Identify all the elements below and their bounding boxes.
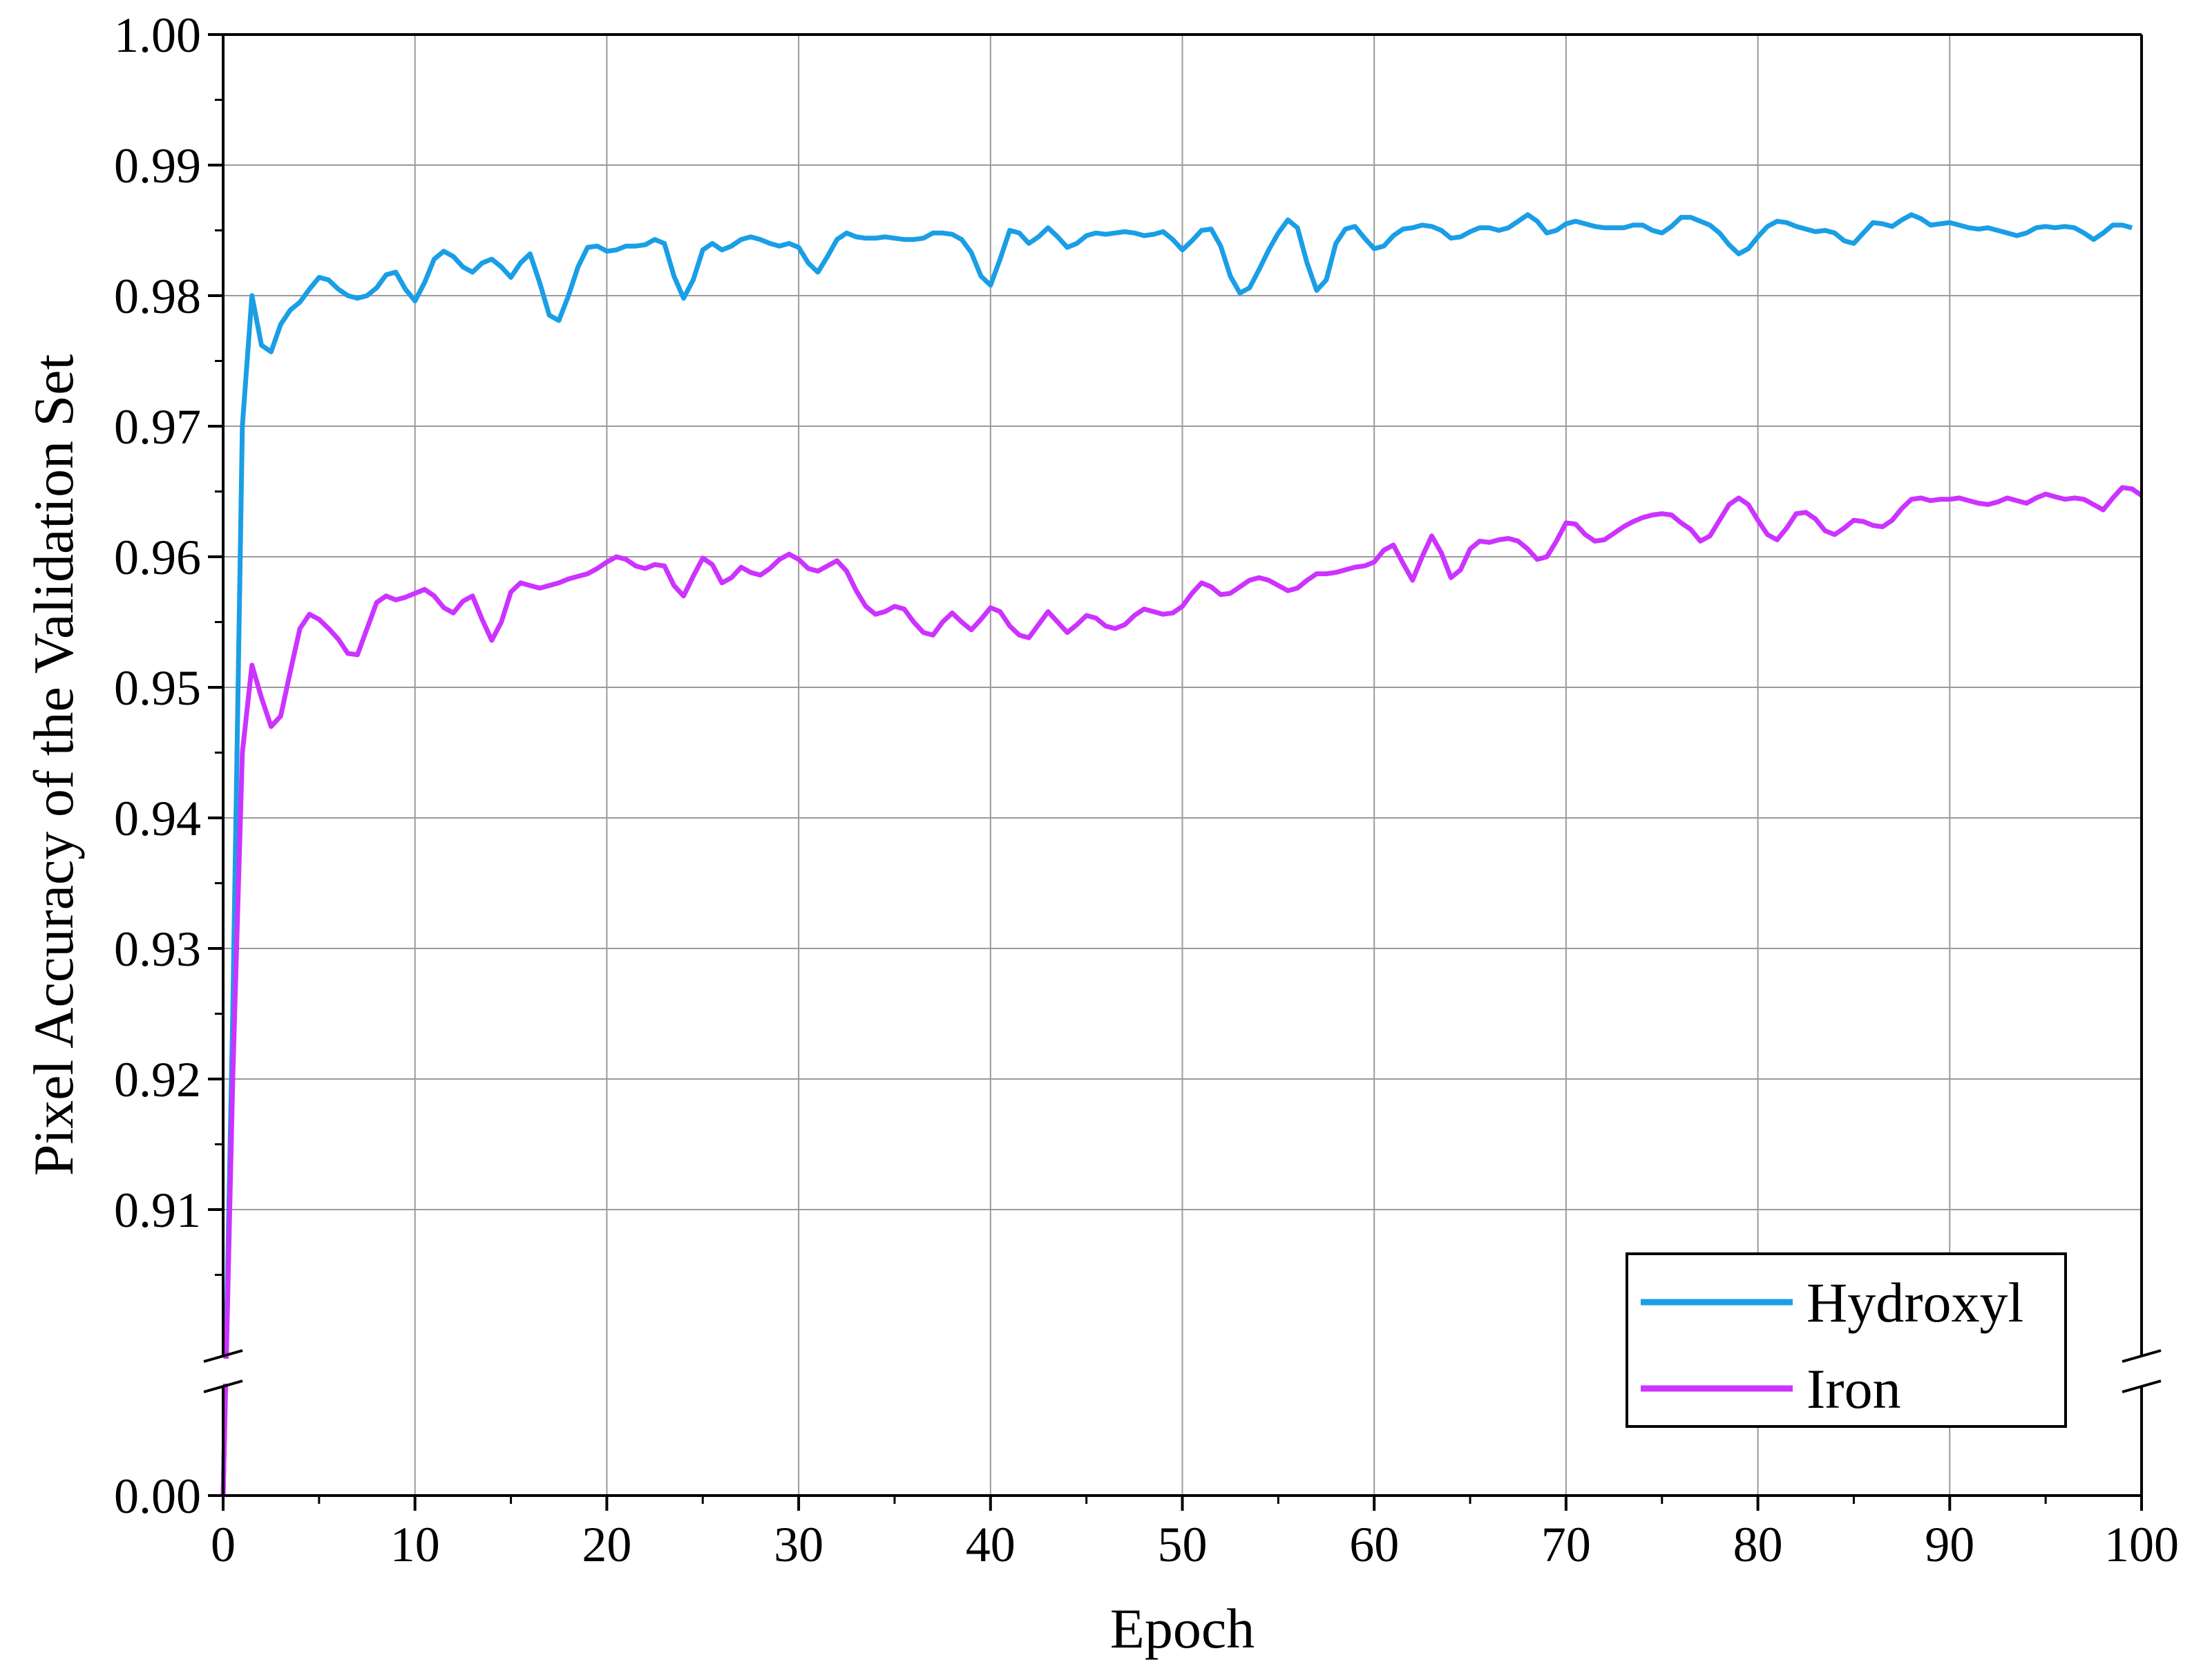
axis-break-mark-right <box>2122 1349 2162 1363</box>
grid <box>223 35 2142 1496</box>
y-tick-label: 0.96 <box>114 530 201 585</box>
y-tick-label: 0.94 <box>114 791 201 846</box>
x-tick-label: 40 <box>966 1517 1016 1572</box>
x-tick-label: 10 <box>390 1517 440 1572</box>
x-tick-label: 30 <box>774 1517 823 1572</box>
legend-box <box>1626 1252 2067 1428</box>
y-tick-label: 0.99 <box>114 138 201 193</box>
axis-ticks <box>208 33 2143 1511</box>
x-tick-label: 90 <box>1925 1517 1974 1572</box>
axis-break-mark-left <box>203 1349 243 1363</box>
legend-label-iron: Iron <box>1807 1357 1901 1420</box>
x-tick-label: 70 <box>1541 1517 1591 1572</box>
axis-break-mark-right <box>2122 1380 2162 1393</box>
axis-break-mask-left <box>202 1359 244 1384</box>
x-tick-label: 20 <box>582 1517 631 1572</box>
y-tick-label: 0.00 <box>114 1469 201 1524</box>
x-tick-label: 0 <box>211 1517 236 1572</box>
x-tick-label: 80 <box>1733 1517 1783 1572</box>
series-lines <box>220 212 2143 1496</box>
y-tick-label: 0.95 <box>114 660 201 716</box>
axis-break-mask-right <box>2121 1359 2162 1384</box>
legend: Hydroxyl Iron <box>1626 1252 2067 1428</box>
y-tick-label: 0.91 <box>114 1183 201 1238</box>
series-line-hydroxyl <box>220 212 2133 1496</box>
y-tick-label: 0.97 <box>114 399 201 455</box>
x-tick-label: 50 <box>1158 1517 1208 1572</box>
y-tick-label: 1.00 <box>114 8 201 63</box>
x-axis-title: Epoch <box>1110 1597 1255 1660</box>
legend-label-hydroxyl: Hydroxyl <box>1807 1271 2023 1334</box>
y-tick-label: 0.92 <box>114 1052 201 1107</box>
y-tick-label: 0.93 <box>114 922 201 977</box>
y-axis-title: Pixel Accuracy of the Validation Set <box>22 354 85 1176</box>
x-tick-label: 60 <box>1349 1517 1399 1572</box>
x-tick-label: 100 <box>2104 1517 2179 1572</box>
axis-break-mark-left <box>203 1380 243 1393</box>
series-line-iron <box>220 485 2143 1496</box>
y-tick-label: 0.98 <box>114 269 201 324</box>
tick-labels: 0 10 20 30 40 50 60 70 80 90 100 1.00 0.99 0.98 0.97 0.… <box>114 8 2179 1572</box>
